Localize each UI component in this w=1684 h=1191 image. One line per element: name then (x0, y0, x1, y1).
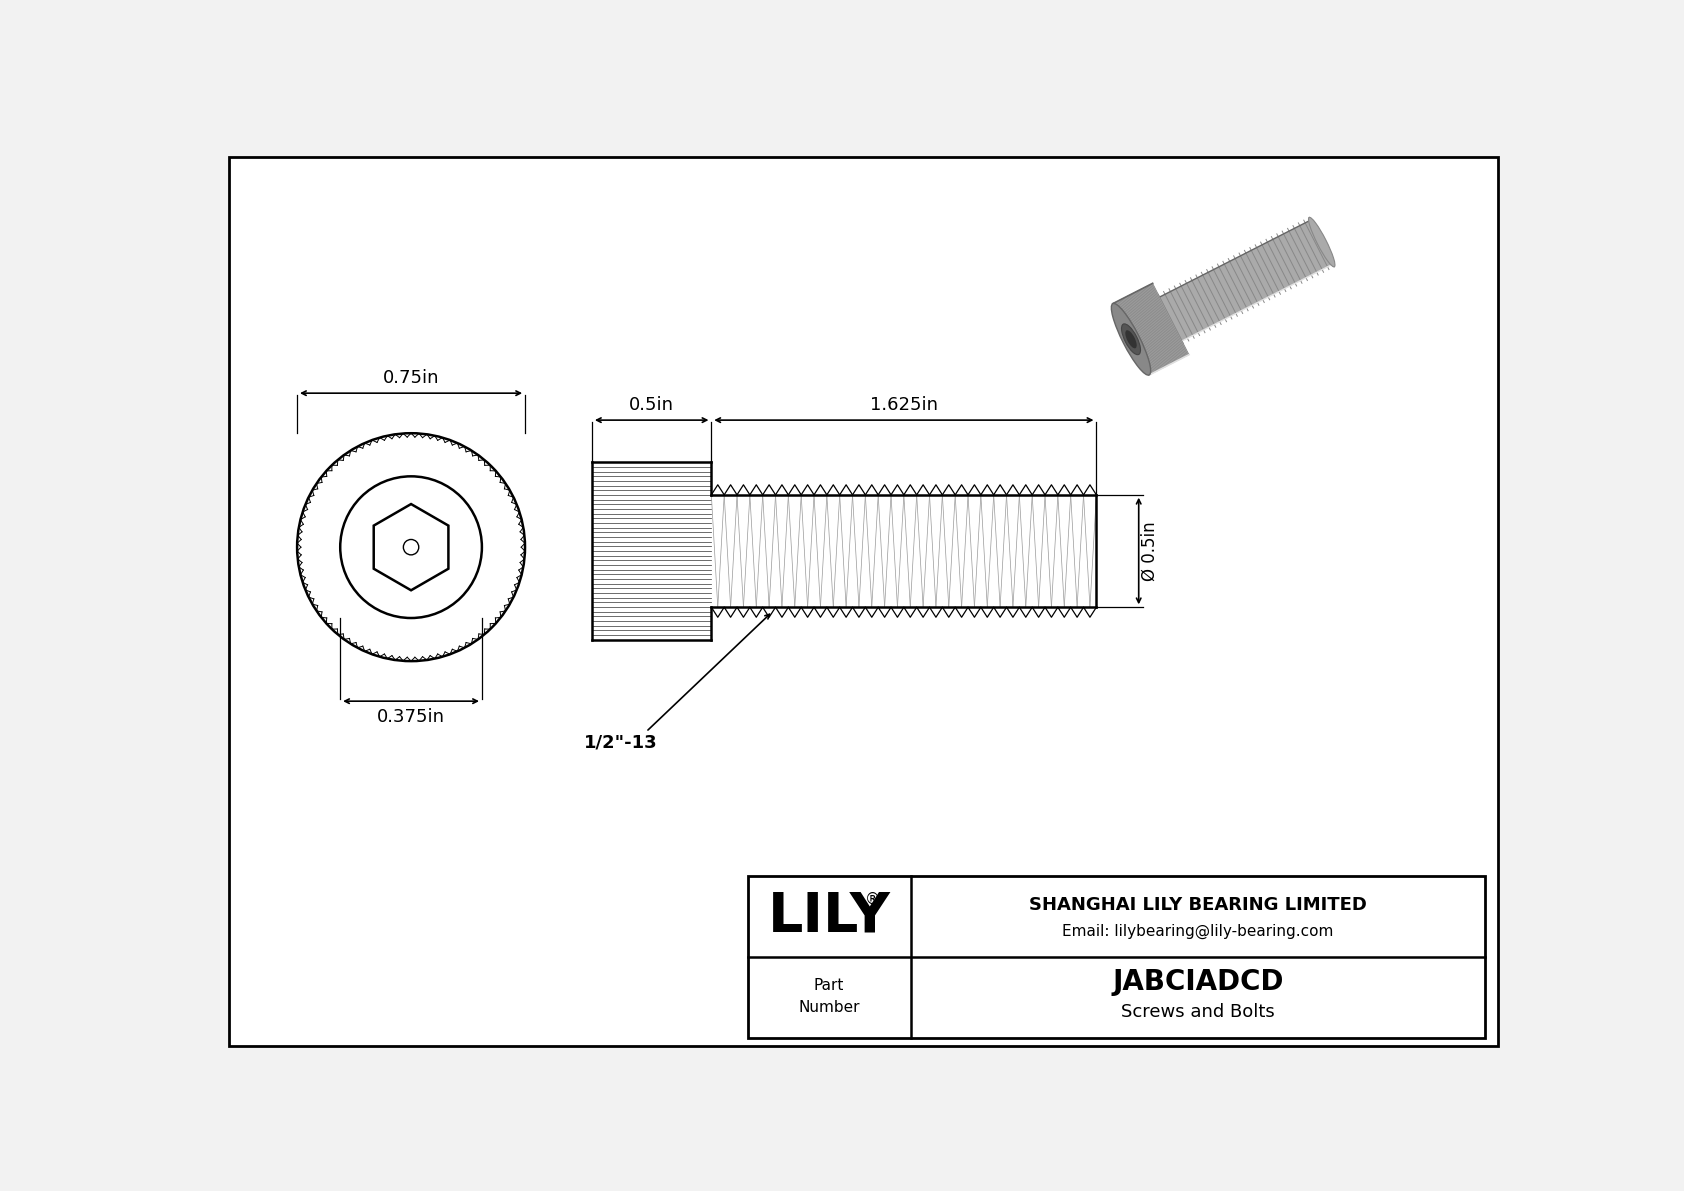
Text: LILY: LILY (768, 888, 891, 943)
Bar (711, 494, 1096, 607)
Text: 1/2"-13: 1/2"-13 (584, 734, 658, 752)
Text: Ø 0.5in: Ø 0.5in (1140, 522, 1159, 581)
Text: Part
Number: Part Number (798, 978, 861, 1016)
Text: JABCIADCD: JABCIADCD (1111, 968, 1283, 996)
Circle shape (340, 476, 482, 618)
Circle shape (296, 434, 525, 661)
Polygon shape (1113, 283, 1189, 375)
Bar (748, 875, 1485, 1037)
Bar (588, 447, 1138, 655)
Text: 0.5in: 0.5in (630, 395, 674, 413)
Text: Email: lilybearing@lily-bearing.com: Email: lilybearing@lily-bearing.com (1063, 924, 1334, 939)
Text: ®: ® (864, 892, 881, 906)
Ellipse shape (1122, 324, 1140, 355)
Text: SHANGHAI LILY BEARING LIMITED: SHANGHAI LILY BEARING LIMITED (1029, 896, 1367, 915)
Text: 0.75in: 0.75in (382, 369, 440, 387)
Text: 1.625in: 1.625in (871, 395, 938, 413)
Ellipse shape (1111, 304, 1150, 375)
Text: 0.375in: 0.375in (377, 707, 445, 725)
Ellipse shape (1125, 330, 1137, 348)
Ellipse shape (1308, 217, 1335, 267)
Polygon shape (374, 504, 448, 591)
Circle shape (404, 540, 419, 555)
Bar (748, 875, 1485, 1037)
Circle shape (293, 430, 529, 665)
Text: Screws and Bolts: Screws and Bolts (1122, 1003, 1275, 1021)
Bar (593, 462, 711, 640)
Polygon shape (1160, 220, 1334, 341)
